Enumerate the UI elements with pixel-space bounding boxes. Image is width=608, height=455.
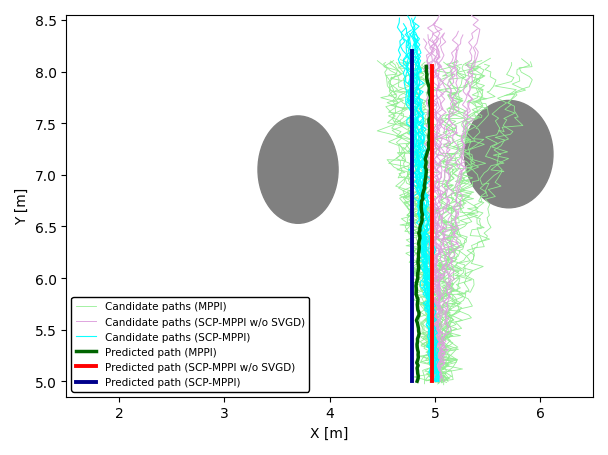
Candidate paths (MPPI) <box>457 172 465 178</box>
Predicted path (SCP-MPPI) <box>408 182 415 188</box>
Predicted path (MPPI) <box>426 131 433 136</box>
Predicted path (MPPI) <box>423 75 430 81</box>
Candidate paths (SCP-MPPI w/o SVGD) <box>443 224 451 229</box>
Candidate paths (SCP-MPPI) <box>415 130 423 135</box>
Predicted path (SCP-MPPI w/o SVGD) <box>428 65 435 70</box>
Ellipse shape <box>258 116 338 224</box>
Predicted path (MPPI) <box>423 162 430 167</box>
Candidate paths (MPPI) <box>457 186 465 191</box>
Candidate paths (SCP-MPPI w/o SVGD) <box>442 167 449 172</box>
Predicted path (MPPI) <box>415 313 423 318</box>
Candidate paths (SCP-MPPI) <box>433 379 440 384</box>
Candidate paths (SCP-MPPI) <box>404 15 412 20</box>
Predicted path (SCP-MPPI) <box>408 153 415 159</box>
Candidate paths (SCP-MPPI w/o SVGD) <box>455 30 462 35</box>
Candidate paths (MPPI) <box>463 238 470 243</box>
Predicted path (MPPI) <box>413 294 421 300</box>
Line: Candidate paths (SCP-MPPI): Candidate paths (SCP-MPPI) <box>408 17 437 381</box>
Candidate paths (SCP-MPPI) <box>410 56 418 61</box>
Predicted path (SCP-MPPI) <box>408 178 415 184</box>
Candidate paths (SCP-MPPI w/o SVGD) <box>432 379 439 384</box>
Legend: Candidate paths (MPPI), Candidate paths (SCP-MPPI w/o SVGD), Candidate paths (SC: Candidate paths (MPPI), Candidate paths … <box>72 298 309 392</box>
Y-axis label: Y [m]: Y [m] <box>15 188 29 225</box>
Predicted path (SCP-MPPI) <box>408 49 415 55</box>
Predicted path (SCP-MPPI) <box>408 86 415 92</box>
Candidate paths (MPPI) <box>487 56 494 62</box>
Candidate paths (MPPI) <box>467 160 474 165</box>
Candidate paths (MPPI) <box>441 378 448 384</box>
Predicted path (MPPI) <box>413 379 421 384</box>
Candidate paths (SCP-MPPI) <box>413 143 421 149</box>
Predicted path (SCP-MPPI) <box>408 166 415 172</box>
Line: Candidate paths (MPPI): Candidate paths (MPPI) <box>433 59 491 381</box>
Candidate paths (MPPI) <box>461 188 468 193</box>
Predicted path (SCP-MPPI w/o SVGD) <box>428 176 435 181</box>
Candidate paths (MPPI) <box>483 97 491 102</box>
Predicted path (SCP-MPPI w/o SVGD) <box>428 192 435 197</box>
X-axis label: X [m]: X [m] <box>311 426 349 440</box>
Candidate paths (SCP-MPPI) <box>419 217 426 222</box>
Line: Predicted path (MPPI): Predicted path (MPPI) <box>416 67 431 381</box>
Predicted path (SCP-MPPI w/o SVGD) <box>428 164 435 169</box>
Predicted path (SCP-MPPI w/o SVGD) <box>428 188 435 193</box>
Candidate paths (SCP-MPPI) <box>415 157 422 163</box>
Candidate paths (SCP-MPPI w/o SVGD) <box>447 140 455 146</box>
Candidate paths (SCP-MPPI) <box>418 162 425 167</box>
Predicted path (SCP-MPPI w/o SVGD) <box>428 239 435 245</box>
Predicted path (SCP-MPPI w/o SVGD) <box>428 100 435 106</box>
Candidate paths (SCP-MPPI w/o SVGD) <box>446 153 454 159</box>
Predicted path (SCP-MPPI) <box>408 233 415 238</box>
Line: Candidate paths (SCP-MPPI w/o SVGD): Candidate paths (SCP-MPPI w/o SVGD) <box>432 32 458 381</box>
Predicted path (MPPI) <box>418 204 425 210</box>
Predicted path (SCP-MPPI w/o SVGD) <box>428 379 435 384</box>
Predicted path (SCP-MPPI) <box>408 379 415 384</box>
Ellipse shape <box>465 101 553 208</box>
Candidate paths (SCP-MPPI w/o SVGD) <box>441 171 448 177</box>
Candidate paths (SCP-MPPI w/o SVGD) <box>447 69 454 75</box>
Predicted path (MPPI) <box>423 65 430 70</box>
